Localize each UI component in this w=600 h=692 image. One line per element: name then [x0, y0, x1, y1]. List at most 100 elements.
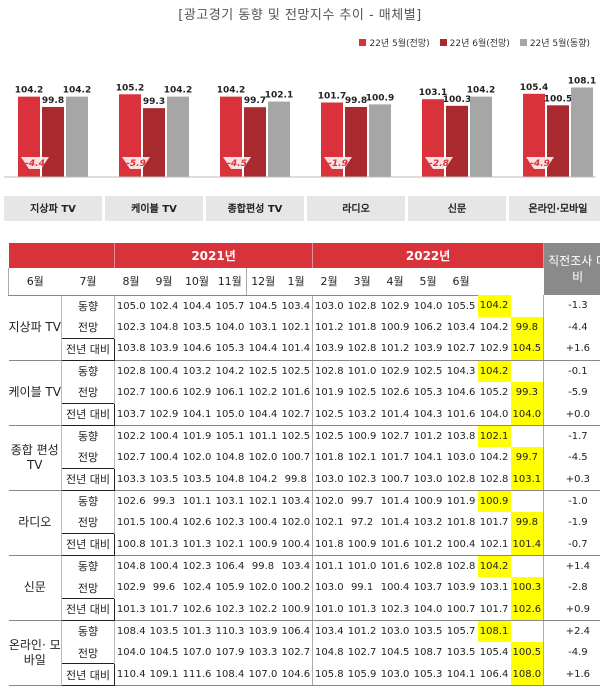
prev-diff-cell: +1.4 — [543, 555, 600, 577]
value-cell — [511, 555, 544, 577]
value-cell: 104.1 — [444, 663, 478, 686]
chart-legend: 22년 5월(전망) 22년 6월(전망) 22년 5월(동향) — [359, 36, 590, 49]
metric-label: 동향 — [61, 295, 115, 317]
media-group-label: 케이블 TV — [8, 360, 62, 426]
value-cell: 103.4 — [312, 620, 346, 642]
change-arrow-icon — [21, 157, 49, 169]
metric-label: 전망 — [61, 511, 115, 534]
value-cell: 102.6 — [380, 387, 410, 399]
value-cell: 104.8 — [213, 468, 247, 491]
prev-diff-cell: -0.7 — [543, 533, 600, 556]
value-cell: 105.9 — [345, 663, 379, 686]
value-cell: 104.8 — [114, 555, 148, 577]
value-cell: 104.8 — [149, 322, 179, 334]
value-cell: 104.5 — [149, 647, 179, 659]
bar-value-label: 100.9 — [366, 93, 394, 103]
prev-diff-cell: +0.0 — [543, 403, 600, 426]
value-cell: 105.0 — [213, 403, 247, 426]
value-cell: 103.8 — [446, 430, 476, 442]
table-row: 전년 대비 103.8 103.9 104.6 105.3 104.4 101.4 103.9… — [9, 337, 600, 361]
value-cell: 102.6 — [180, 598, 214, 621]
value-cell: 102.5 — [413, 365, 443, 377]
value-cell: 103.5 — [413, 625, 443, 637]
value-cell: 109.1 — [147, 663, 181, 686]
prev-diff-cell: -1.9 — [543, 511, 600, 534]
value-cell: 101.8 — [312, 533, 346, 556]
category-label: 신문 — [448, 202, 466, 215]
value-cell: 102.6 — [510, 598, 544, 621]
value-cell: 104.0 — [510, 403, 544, 426]
metric-label: 전망 — [61, 576, 115, 599]
month-header: 12월 — [246, 268, 280, 296]
bar-5-2 — [571, 87, 593, 177]
metric-label: 전년 대비 — [61, 402, 115, 426]
value-cell: 101.7 — [147, 598, 181, 621]
value-cell: 100.4 — [444, 533, 478, 556]
value-cell: 103.1 — [215, 495, 245, 507]
change-label: -5.9 — [126, 159, 146, 169]
month-header: 9월 — [147, 268, 181, 296]
value-cell: 104.2 — [477, 295, 511, 317]
value-cell: 102.3 — [378, 598, 412, 621]
value-cell: 102.3 — [114, 316, 148, 339]
table-row: 전년 대비 101.3 101.7 102.6 102.3 102.2 100.9 101.0… — [9, 598, 600, 621]
value-cell: 104.5 — [510, 338, 544, 361]
value-cell: 102.2 — [114, 425, 148, 447]
value-cell: 102.5 — [347, 387, 377, 399]
table-row: 전년 대비 100.8 101.3 101.3 102.1 100.9 100.4 101.8… — [9, 533, 600, 556]
value-cell: 103.4 — [446, 322, 476, 334]
table-row: 전망 102.7 100.6 102.9 106.1 102.2 101.6 101.9 102… — [9, 381, 600, 404]
value-cell — [511, 425, 544, 447]
month-header: 8월 — [114, 268, 148, 296]
prev-diff-cell: -4.4 — [543, 316, 600, 339]
header-year-2022: 2022년 — [312, 243, 545, 268]
category-label: 라디오 — [342, 202, 370, 215]
table-row: 케이블 TV 동향 102.8 100.4 103.2 104.2 102.5 102.5 10… — [8, 360, 600, 426]
value-cell: 105.5 — [446, 300, 476, 312]
value-cell: 99.8 — [510, 511, 544, 534]
value-cell: 104.5 — [248, 300, 278, 312]
value-cell: 102.7 — [444, 338, 478, 361]
value-cell: 104.1 — [180, 403, 214, 426]
category-band — [408, 196, 506, 221]
value-cell: 100.9 — [345, 533, 379, 556]
value-cell: 103.9 — [312, 338, 346, 361]
value-cell: 102.1 — [477, 425, 511, 447]
value-cell: 102.8 — [477, 468, 511, 491]
value-cell: 100.8 — [114, 533, 148, 556]
category-band — [509, 196, 600, 221]
metric-label: 전망 — [61, 316, 115, 339]
prev-diff-cell: -1.3 — [543, 295, 600, 317]
value-cell: 103.5 — [180, 468, 214, 491]
prev-diff-cell: +1.6 — [543, 338, 600, 361]
value-cell: 101.4 — [378, 403, 412, 426]
value-cell: 102.9 — [380, 300, 410, 312]
bar-value-label: 104.2 — [15, 86, 43, 96]
value-cell: 101.3 — [147, 533, 181, 556]
category-band — [307, 196, 405, 221]
value-cell: 104.8 — [215, 452, 245, 464]
change-label: -4.4 — [25, 159, 45, 169]
value-cell: 100.2 — [281, 582, 311, 594]
change-label: -1.9 — [328, 159, 348, 169]
value-cell: 107.0 — [182, 647, 212, 659]
bar-value-label: 105.4 — [520, 83, 548, 93]
value-cell: 103.2 — [345, 403, 379, 426]
bar-3-2 — [369, 104, 391, 177]
value-cell: 104.2 — [215, 365, 245, 377]
value-cell: 102.7 — [279, 403, 313, 426]
value-cell: 102.4 — [149, 300, 179, 312]
value-cell: 104.0 — [413, 300, 443, 312]
prev-diff-cell: +0.3 — [543, 468, 600, 491]
value-cell: 102.0 — [182, 452, 212, 464]
value-cell — [511, 620, 544, 642]
value-cell: 102.1 — [347, 452, 377, 464]
value-cell: 105.3 — [413, 387, 443, 399]
metric-label: 동향 — [61, 620, 115, 642]
value-cell — [511, 295, 544, 317]
value-cell: 102.0 — [248, 582, 278, 594]
value-cell: 104.4 — [246, 338, 280, 361]
value-cell: 102.1 — [477, 533, 511, 556]
value-cell: 99.8 — [510, 316, 544, 339]
value-cell: 102.0 — [248, 452, 278, 464]
